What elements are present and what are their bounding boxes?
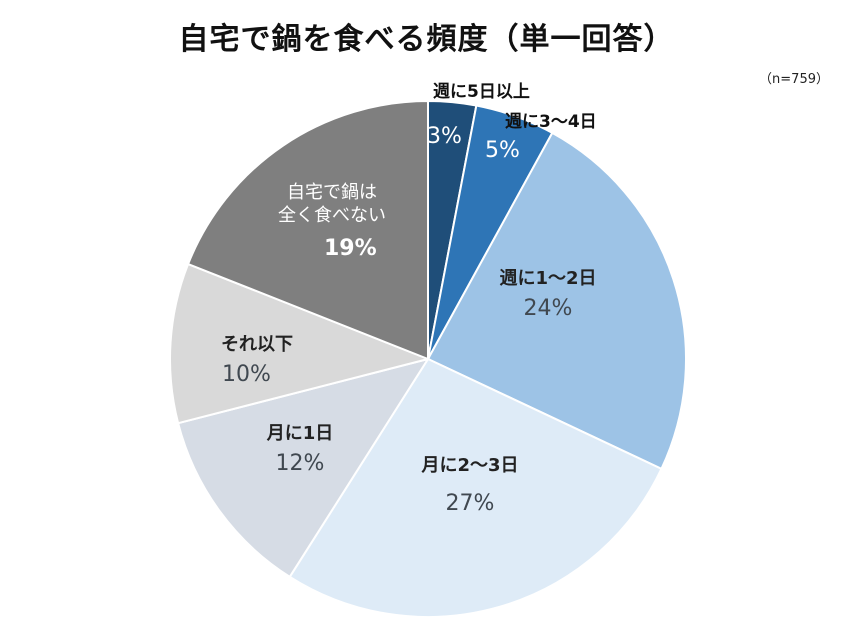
label-s1-pct: 5% (485, 138, 520, 163)
label-s4-name: 月に1日 (266, 423, 334, 444)
label-s3-name: 月に2～3日 (421, 455, 519, 476)
pie-slice-5 (169, 262, 432, 425)
label-s6: 自宅で鍋は 全く食べない 19% (262, 182, 402, 263)
label-s6-name-line2: 全く食べない (278, 204, 386, 226)
label-s2-pct: 24% (523, 295, 573, 321)
label-s5-pct: 10% (222, 361, 271, 387)
label-s3: 月に2～3日 27% (400, 455, 540, 517)
pie-slice-3 (288, 357, 663, 619)
sample-size: （n=759） (759, 72, 829, 87)
label-s0-name: 週に5日以上 (433, 82, 530, 102)
label-s6-pct: 19% (324, 236, 377, 261)
label-s3-pct: 27% (445, 490, 495, 516)
label-s1-name: 週に3～4日 (505, 112, 597, 132)
label-s6-name-line1: 自宅で鍋は (287, 182, 377, 203)
label-s4-pct: 12% (275, 450, 325, 476)
label-s0-pct: 3% (427, 124, 462, 149)
label-s5-name: それ以下 (221, 334, 293, 355)
pie-slice-4 (176, 357, 431, 579)
label-s4: 月に1日 12% (250, 423, 350, 477)
pie-slice-6 (186, 99, 429, 361)
label-s5: それ以下 10% (212, 334, 302, 388)
label-s2: 週に1～2日 24% (488, 268, 608, 322)
label-s2-name: 週に1～2日 (499, 268, 597, 289)
pie-slice-2 (426, 131, 687, 471)
chart-title: 自宅で鍋を食べる頻度（単一回答） (178, 22, 675, 57)
